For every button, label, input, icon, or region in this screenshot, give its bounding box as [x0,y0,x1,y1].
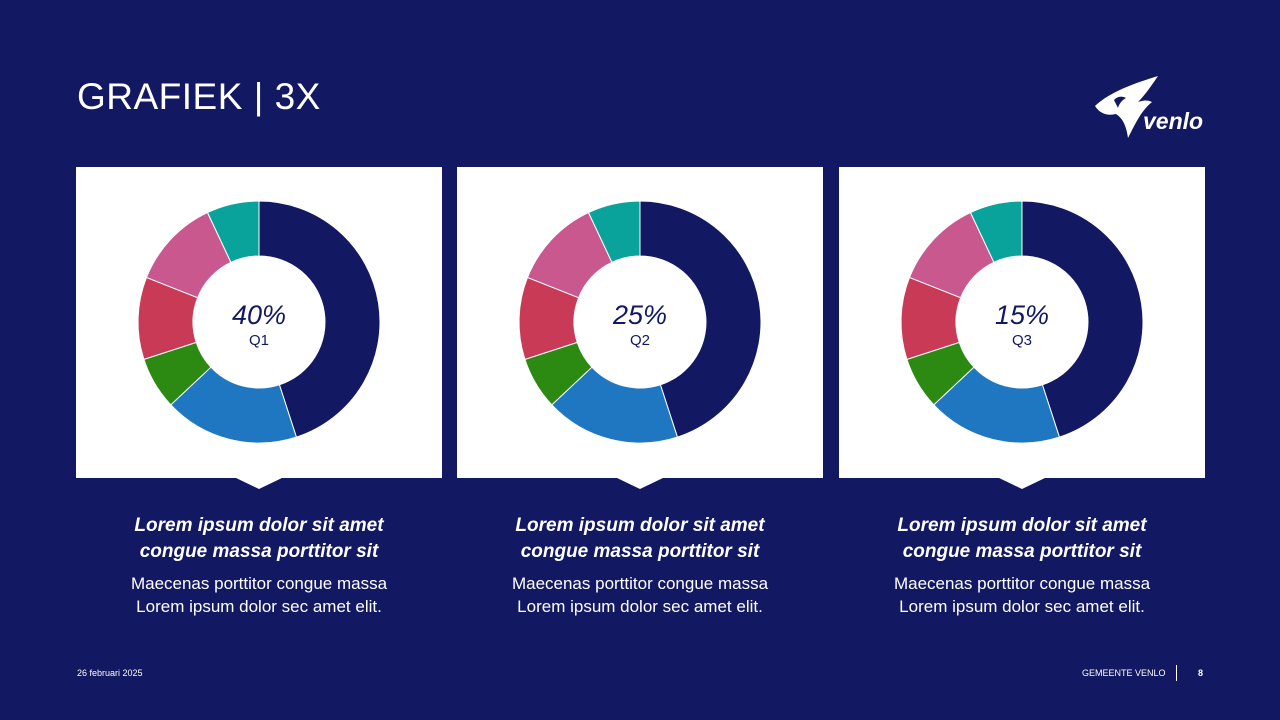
chart-panel-q1: 40% Q1 [76,167,442,489]
footer-organization: GEMEENTE VENLO [1082,668,1166,678]
donut-segment-teal [587,200,641,263]
footer-date: 26 februari 2025 [77,668,143,678]
caption-heading-line: congue massa porttitor sit [902,541,1142,562]
donut-chart-q2 [518,200,762,444]
donut-segment-teal [206,200,260,263]
page-number: 8 [1198,668,1204,678]
caption-body-line: Maecenas porttitor congue massa [130,574,388,593]
center-value: 40% [231,300,287,330]
center-label: Q2 [629,332,650,349]
caption-body-line: Maecenas porttitor congue massa [511,574,769,593]
center-value: 15% [994,300,1050,330]
caption-body-line: Maecenas porttitor congue massa [893,574,1151,593]
donut-chart-q3 [900,200,1144,444]
venlo-logo-icon [1095,76,1158,138]
center-label: Q1 [248,332,269,349]
donut-segment-navy [258,200,381,438]
slide-title: GRAFIEK | 3X [77,76,321,117]
callout-pointer [615,477,665,489]
donut-chart-q1 [137,200,381,444]
caption-heading-line: congue massa porttitor sit [139,541,379,562]
chart-panel-q3: 15% Q3 [839,167,1205,489]
footer-divider [1176,665,1177,681]
caption-heading-line: Lorem ipsum dolor sit amet [515,515,765,536]
caption-q2: Lorem ipsum dolor sit amet congue massa … [457,513,823,618]
caption-body-line: Lorem ipsum dolor sec amet elit. [136,597,382,616]
caption-body-line: Lorem ipsum dolor sec amet elit. [899,597,1145,616]
caption-heading-line: Lorem ipsum dolor sit amet [897,515,1147,536]
center-value: 25% [612,300,668,330]
caption-heading-line: congue massa porttitor sit [520,541,760,562]
donut-segment-navy [1021,200,1144,438]
caption-body-line: Lorem ipsum dolor sec amet elit. [517,597,763,616]
center-label: Q3 [1011,332,1032,349]
caption-q3: Lorem ipsum dolor sit amet congue massa … [839,513,1205,618]
donut-segment-teal [969,200,1023,263]
logo-text: venlo [1143,108,1204,134]
chart-panel-q2: 25% Q2 [457,167,823,489]
callout-pointer [234,477,284,489]
callout-pointer [997,477,1047,489]
caption-heading-line: Lorem ipsum dolor sit amet [134,515,384,536]
donut-segment-navy [639,200,762,438]
caption-q1: Lorem ipsum dolor sit amet congue massa … [76,513,442,618]
